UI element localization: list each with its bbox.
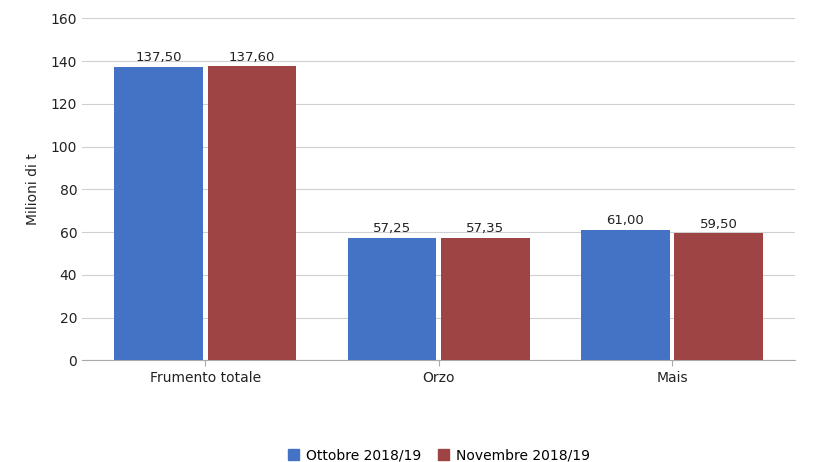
Legend: Ottobre 2018/19, Novembre 2018/19: Ottobre 2018/19, Novembre 2018/19 xyxy=(282,443,595,462)
Text: 137,60: 137,60 xyxy=(229,51,275,64)
Text: 59,50: 59,50 xyxy=(699,218,736,231)
Bar xyxy=(115,67,203,360)
Text: 61,00: 61,00 xyxy=(606,214,644,227)
Text: 57,25: 57,25 xyxy=(373,223,410,236)
Bar xyxy=(441,238,529,360)
Bar xyxy=(347,238,436,360)
Bar xyxy=(207,67,296,360)
Bar xyxy=(581,230,669,360)
Bar xyxy=(673,233,762,360)
Text: 137,50: 137,50 xyxy=(135,51,182,64)
Text: 57,35: 57,35 xyxy=(466,222,504,235)
Y-axis label: Milioni di t: Milioni di t xyxy=(25,153,39,225)
